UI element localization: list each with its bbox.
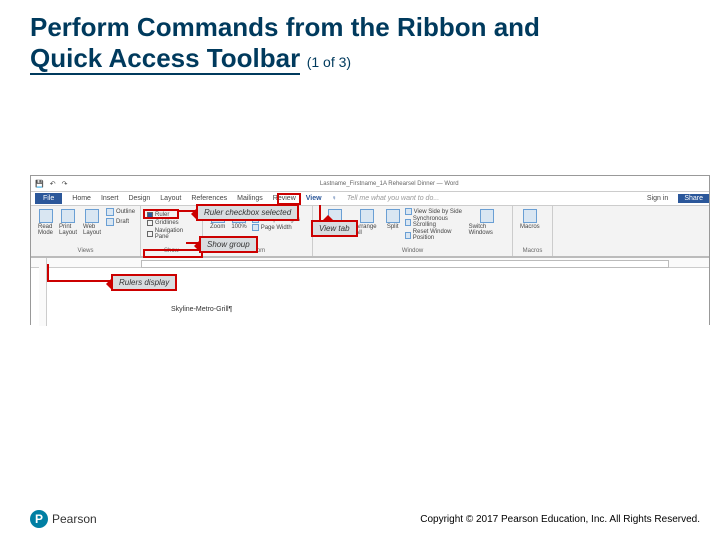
read-mode-label: Read Mode [38, 224, 53, 236]
tell-me[interactable]: Tell me what you want to do... [347, 195, 439, 202]
pearson-icon: P [30, 510, 48, 528]
share-button[interactable]: Share [678, 194, 709, 203]
switch-windows-button[interactable]: Switch Windows [468, 208, 506, 237]
callout-show-group: Show group [199, 236, 258, 253]
outline-button[interactable]: Outline [106, 208, 135, 216]
slide-title-area: Perform Commands from the Ribbon and Qui… [0, 0, 720, 80]
quick-access-toolbar: 💾 ↶ ↷ Lastname_Firstname_1A Rehearsel Di… [31, 176, 709, 192]
document-text: Skyline-Metro-Grill¶ [171, 306, 232, 313]
save-icon[interactable]: 💾 [35, 180, 44, 188]
file-tab[interactable]: File [35, 193, 62, 204]
title-line2: Quick Access Toolbar [30, 43, 300, 75]
vertical-ruler[interactable] [39, 258, 47, 326]
page-width-button[interactable]: Page Width [252, 224, 300, 231]
reset-pos-button[interactable]: Reset Window Position [405, 229, 464, 241]
tab-home[interactable]: Home [72, 195, 91, 202]
signin-link[interactable]: Sign in [647, 195, 668, 202]
title-line1: Perform Commands from the Ribbon and [30, 12, 540, 42]
ribbon-tabs: File Home Insert Design Layout Reference… [31, 192, 709, 206]
tab-insert[interactable]: Insert [101, 195, 119, 202]
window-group-label: Window [319, 248, 506, 254]
side-by-side-button[interactable]: View Side by Side [405, 208, 464, 215]
callout-view-tab: View tab [311, 220, 358, 237]
title-counter: (1 of 3) [307, 54, 351, 70]
macros-group: Macros Macros [513, 206, 553, 256]
ribbon-body-view: Read Mode Print Layout Web Layout Outlin… [31, 206, 709, 258]
window-title: Lastname_Firstname_1A Rehearsel Dinner —… [73, 181, 705, 187]
callout-ruler-selected: Ruler checkbox selected [196, 204, 299, 221]
views-group: Read Mode Print Layout Web Layout Outlin… [31, 206, 141, 256]
views-group-label: Views [37, 248, 134, 254]
pearson-logo: P Pearson [30, 510, 97, 528]
horizontal-ruler[interactable] [31, 258, 709, 268]
macros-button[interactable]: Macros [519, 208, 541, 231]
web-layout-button[interactable]: Web Layout [82, 208, 102, 237]
draft-button[interactable]: Draft [106, 218, 135, 226]
tab-layout[interactable]: Layout [160, 195, 181, 202]
tab-design[interactable]: Design [128, 195, 150, 202]
ruler-checkbox-highlight [143, 209, 179, 219]
print-layout-label: Print Layout [59, 224, 77, 236]
callout-rulers-display: Rulers display [111, 274, 177, 291]
tab-view[interactable]: View [306, 195, 322, 202]
arrange-all-button[interactable]: Arrange All [354, 208, 380, 237]
redo-icon[interactable]: ↷ [62, 180, 68, 188]
sync-scroll-button[interactable]: Synchronous Scrolling [405, 216, 464, 228]
copyright-text: Copyright © 2017 Pearson Education, Inc.… [420, 514, 700, 525]
word-screenshot: 💾 ↶ ↷ Lastname_Firstname_1A Rehearsel Di… [30, 175, 710, 325]
tab-mailings[interactable]: Mailings [237, 195, 263, 202]
arrow-view [319, 205, 321, 221]
pearson-text: Pearson [52, 512, 97, 526]
slide-title: Perform Commands from the Ribbon and Qui… [30, 12, 690, 74]
split-button[interactable]: Split [385, 208, 401, 231]
navpane-checkbox[interactable]: Navigation Pane [147, 228, 196, 240]
document-area: Skyline-Metro-Grill¶ [31, 258, 709, 326]
gridlines-checkbox[interactable]: Gridlines [147, 220, 196, 226]
read-mode-button[interactable]: Read Mode [37, 208, 54, 237]
slide-footer: P Pearson Copyright © 2017 Pearson Educa… [30, 510, 700, 528]
web-layout-label: Web Layout [83, 224, 101, 236]
undo-icon[interactable]: ↶ [50, 180, 56, 188]
arrow-rulers-v [47, 264, 49, 282]
macros-group-label: Macros [519, 248, 546, 254]
print-layout-button[interactable]: Print Layout [58, 208, 78, 237]
tab-references[interactable]: References [191, 195, 227, 202]
